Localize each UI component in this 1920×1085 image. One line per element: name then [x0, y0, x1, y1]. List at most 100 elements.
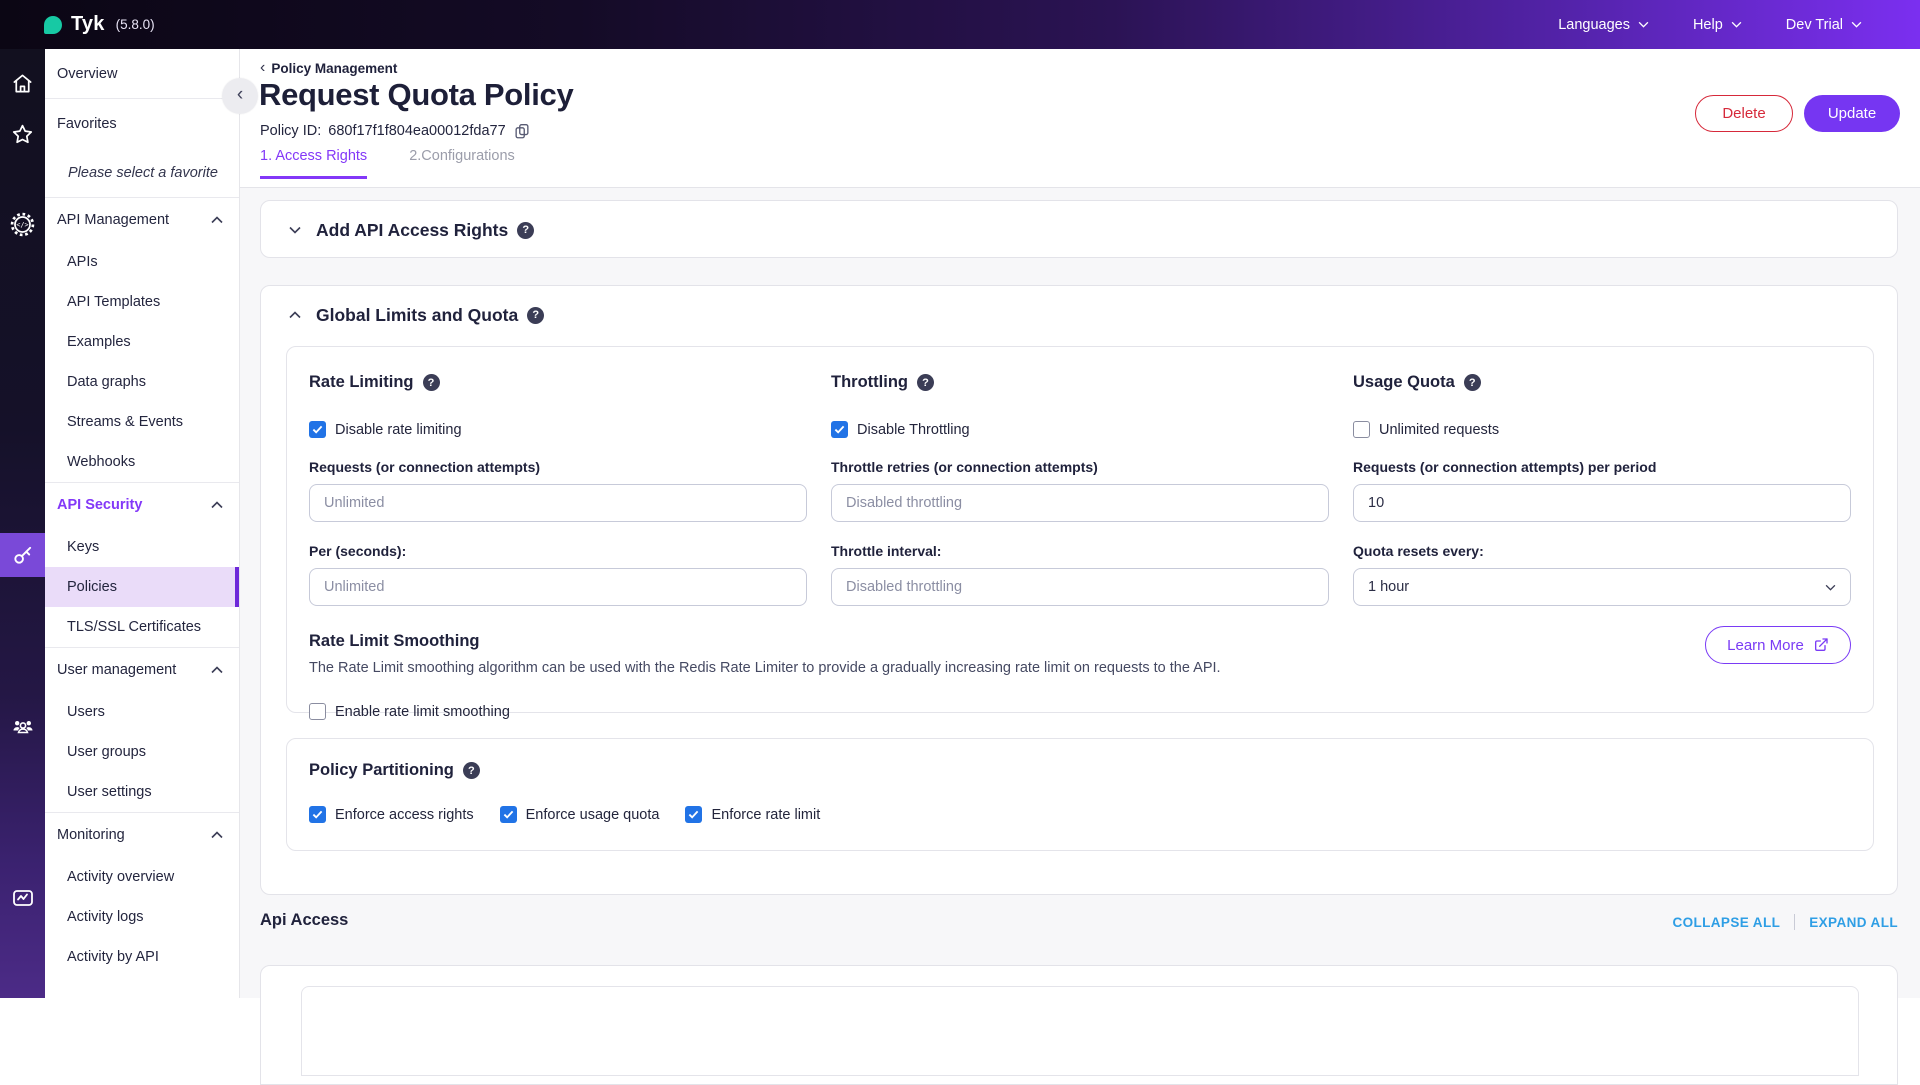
sidebar-item-webhooks[interactable]: Webhooks — [45, 442, 239, 482]
help-menu[interactable]: Help — [1693, 17, 1742, 33]
disable-rate-limiting-checkbox[interactable]: Disable rate limiting — [309, 421, 807, 438]
quota-resets-select[interactable]: 1 hour — [1353, 568, 1851, 606]
home-icon[interactable] — [0, 61, 45, 105]
user-management-users-icon[interactable] — [0, 705, 45, 749]
topbar-menu: Languages Help Dev Trial — [1558, 17, 1862, 33]
help-icon[interactable]: ? — [462, 762, 480, 779]
per-seconds-input[interactable] — [309, 568, 807, 606]
expand-all-link[interactable]: EXPAND ALL — [1809, 914, 1898, 930]
favorites-star-icon[interactable] — [0, 112, 45, 156]
section-title-text: Global Limits and Quota — [316, 304, 519, 325]
sidebar-section-user-management[interactable]: User management — [45, 648, 239, 692]
sidebar-item-keys[interactable]: Keys — [45, 527, 239, 567]
update-button[interactable]: Update — [1804, 95, 1900, 132]
external-link-icon — [1814, 638, 1828, 651]
tab-access-rights[interactable]: 1. Access Rights — [260, 148, 368, 179]
smoothing-description: The Rate Limit smoothing algorithm can b… — [309, 660, 1221, 676]
help-icon[interactable]: ? — [422, 374, 440, 391]
chevron-up-icon — [211, 501, 223, 509]
api-access-header-row: Api Access COLLAPSE ALL EXPAND ALL — [260, 911, 1898, 930]
throttle-interval-input[interactable] — [831, 568, 1329, 606]
tab-configurations[interactable]: 2.Configurations — [409, 148, 515, 164]
checkbox-label: Disable Throttling — [857, 421, 970, 438]
copy-icon[interactable] — [513, 122, 531, 140]
languages-menu[interactable]: Languages — [1558, 17, 1649, 33]
sidebar-item-activity-overview[interactable]: Activity overview — [45, 857, 239, 897]
checkbox-unchecked-icon — [1353, 421, 1370, 438]
quota-requests-input[interactable] — [1353, 484, 1851, 522]
api-security-key-icon[interactable] — [0, 533, 45, 577]
learn-more-button[interactable]: Learn More — [1705, 626, 1851, 664]
sidebar-item-apis[interactable]: APIs — [45, 242, 239, 282]
enforce-rate-limit-checkbox[interactable]: Enforce rate limit — [685, 806, 820, 823]
sidebar-item-activity-by-api[interactable]: Activity by API — [45, 937, 239, 977]
enable-smoothing-checkbox[interactable]: Enable rate limit smoothing — [309, 703, 1851, 720]
account-label: Dev Trial — [1785, 16, 1843, 33]
sidebar-item-api-templates[interactable]: API Templates — [45, 282, 239, 322]
webhooks-label: Webhooks — [67, 454, 136, 470]
column-title-text: Rate Limiting — [309, 373, 414, 391]
user-account-menu[interactable]: Dev Trial — [1786, 17, 1862, 33]
global-limits-header[interactable]: Global Limits and Quota ? — [261, 286, 1897, 344]
breadcrumb[interactable]: ‹ Policy Management — [260, 60, 397, 76]
sidebar-item-user-groups[interactable]: User groups — [45, 732, 239, 772]
add-api-access-rights-header[interactable]: Add API Access Rights ? — [261, 201, 1897, 259]
sidebar-item-streams-events[interactable]: Streams & Events — [45, 402, 239, 442]
disable-throttling-checkbox[interactable]: Disable Throttling — [831, 421, 1329, 438]
sidebar: Overview Favorites Please select a favor… — [45, 49, 240, 998]
throttle-retries-input[interactable] — [831, 484, 1329, 522]
throttling-column: Throttling ? Disable Throttling Throttle… — [831, 373, 1329, 606]
api-access-item-partial[interactable] — [301, 986, 1859, 1076]
rate-limiting-title: Rate Limiting ? — [309, 373, 807, 392]
sidebar-item-data-graphs[interactable]: Data graphs — [45, 362, 239, 402]
activity-overview-label: Activity overview — [67, 869, 175, 885]
column-title-text: Usage Quota — [1353, 373, 1455, 391]
checkbox-checked-icon — [685, 806, 703, 823]
sidebar-section-api-security[interactable]: API Security — [45, 483, 239, 527]
chevron-down-icon — [1825, 584, 1836, 591]
collapse-all-link[interactable]: COLLAPSE ALL — [1672, 914, 1781, 930]
checkbox-checked-icon — [831, 421, 848, 438]
help-icon[interactable]: ? — [916, 374, 934, 391]
enforce-usage-quota-checkbox[interactable]: Enforce usage quota — [499, 806, 659, 823]
sidebar-item-overview[interactable]: Overview — [45, 49, 239, 98]
checkbox-label: Enforce access rights — [335, 806, 474, 823]
help-icon[interactable]: ? — [517, 221, 535, 239]
help-icon[interactable]: ? — [1463, 374, 1481, 391]
delete-button[interactable]: Delete — [1695, 95, 1793, 132]
favorites-empty-note: Please select a favorite — [45, 148, 239, 197]
chevron-left-icon: ‹ — [260, 59, 266, 76]
sidebar-item-user-settings[interactable]: User settings — [45, 772, 239, 812]
enforce-access-rights-checkbox[interactable]: Enforce access rights — [309, 806, 474, 823]
throttle-interval-label: Throttle interval: — [831, 543, 942, 559]
monitoring-chart-icon[interactable] — [0, 876, 45, 920]
checkbox-label: Enforce rate limit — [711, 806, 821, 823]
user-management-label: User management — [57, 662, 177, 678]
api-security-label: API Security — [57, 497, 143, 513]
sidebar-section-monitoring[interactable]: Monitoring — [45, 813, 239, 857]
checkbox-label: Unlimited requests — [1379, 421, 1500, 438]
sidebar-item-tls-ssl-certificates[interactable]: TLS/SSL Certificates — [45, 607, 239, 647]
tyk-logo[interactable]: Tyk (5.8.0) — [44, 13, 155, 36]
api-management-gear-icon[interactable]: </> — [0, 202, 45, 246]
sidebar-item-activity-logs[interactable]: Activity logs — [45, 897, 239, 937]
sidebar-item-examples[interactable]: Examples — [45, 322, 239, 362]
unlimited-requests-checkbox[interactable]: Unlimited requests — [1353, 421, 1851, 438]
languages-label: Languages — [1558, 16, 1630, 33]
favorites-note-label: Please select a favorite — [68, 164, 218, 181]
sidebar-collapse-button[interactable]: ‹ — [222, 78, 258, 114]
icon-rail: </> — [0, 49, 45, 998]
sidebar-item-users[interactable]: Users — [45, 692, 239, 732]
requests-input[interactable] — [309, 484, 807, 522]
partition-checkboxes: Enforce access rights Enforce usage quot… — [309, 806, 1851, 823]
sidebar-item-policies[interactable]: Policies — [45, 567, 239, 607]
help-icon[interactable]: ? — [527, 306, 545, 324]
favorites-label: Favorites — [57, 115, 117, 132]
smoothing-title: Rate Limit Smoothing — [309, 632, 480, 650]
checkbox-unchecked-icon — [309, 703, 326, 720]
header-actions: Delete Update — [1695, 95, 1900, 132]
chevron-up-icon — [211, 831, 223, 839]
sidebar-section-api-management[interactable]: API Management — [45, 198, 239, 242]
sidebar-item-favorites[interactable]: Favorites — [45, 99, 239, 148]
chevron-up-icon — [289, 311, 301, 319]
